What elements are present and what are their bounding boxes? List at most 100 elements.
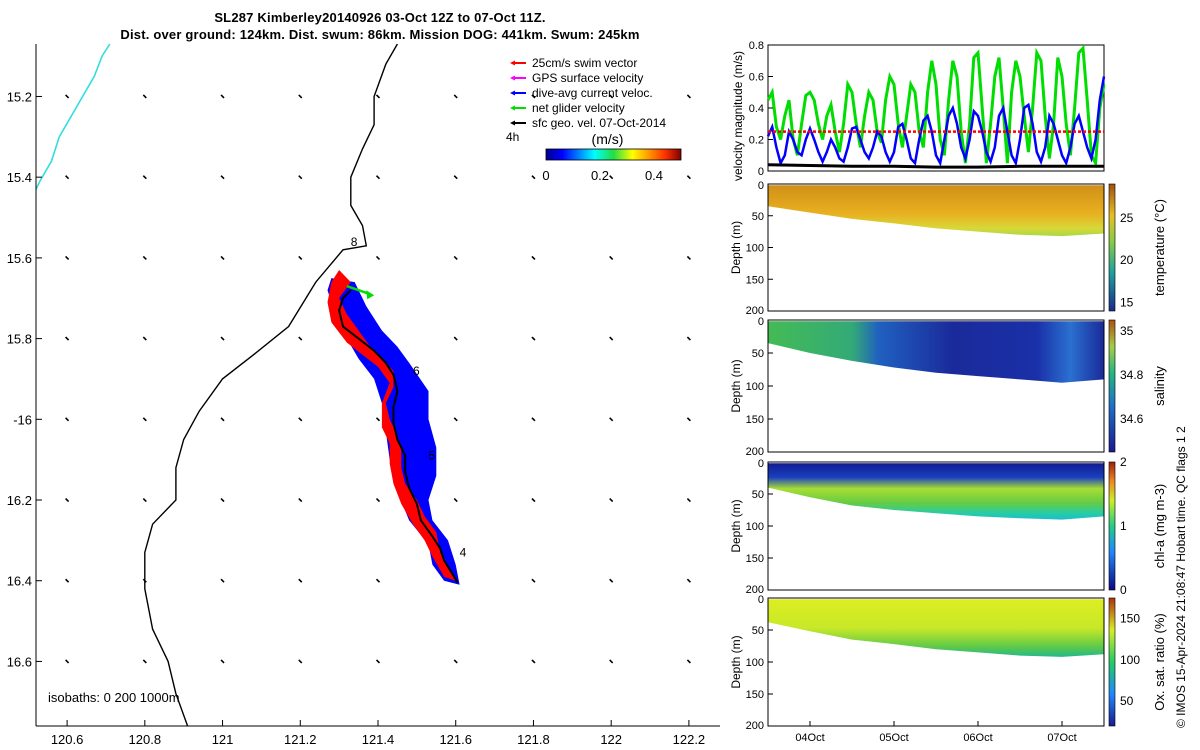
oxygen-y-tick-label: 0 bbox=[758, 594, 764, 606]
geo-vector-arrow bbox=[220, 255, 225, 260]
geo-vector-arrow bbox=[298, 497, 303, 503]
map-y-tick-label: 15.4 bbox=[7, 170, 32, 185]
geo-vector-arrow bbox=[609, 336, 614, 341]
chla-y-label: Depth (m) bbox=[729, 499, 743, 552]
temperature-panel: 0 50 100 150 200 Depth (m) 15 20 25 temperature (… bbox=[729, 180, 1167, 317]
geo-vector-arrow bbox=[220, 497, 225, 503]
salinity-y-tick-label: 100 bbox=[746, 381, 764, 393]
chla-colorbar-label: chl-a (mg m-3) bbox=[1152, 484, 1167, 569]
map-y-tick-label: 15.8 bbox=[7, 332, 32, 347]
vector-scale-label: 4h bbox=[506, 130, 519, 144]
oxygen-y-tick-label: 150 bbox=[746, 689, 764, 701]
temperature-y-tick-label: 150 bbox=[746, 274, 764, 286]
velocity-y-tick-label: 0.8 bbox=[749, 40, 764, 52]
track-day-label: 6 bbox=[413, 364, 420, 378]
velocity-y-tick-label: 0.2 bbox=[749, 135, 764, 147]
colorbar-label: (m/s) bbox=[592, 131, 624, 147]
oxygen-x-tick-label: 05Oct bbox=[879, 732, 908, 744]
map-x-tick-label: 122 bbox=[600, 732, 622, 747]
salinity-y-tick-label: 0 bbox=[758, 316, 764, 328]
geo-vector-arrow bbox=[453, 659, 458, 664]
credit-text: © IMOS 15-Apr-2024 21:08:47 Hobart time.… bbox=[1174, 426, 1188, 728]
chla-data-field bbox=[768, 463, 1104, 520]
geo-vector-arrow bbox=[686, 175, 691, 180]
oxygen-colorbar-tick-label: 100 bbox=[1120, 653, 1140, 667]
temperature-colorbar-label: temperature (°C) bbox=[1152, 199, 1167, 296]
chla-colorbar-tick-label: 0 bbox=[1120, 583, 1127, 597]
oxygen-x-tick-label: 07Oct bbox=[1047, 732, 1076, 744]
map-x-tick-label: 120.8 bbox=[129, 732, 162, 747]
coastline bbox=[144, 43, 399, 727]
oxygen-colorbar-tick-label: 150 bbox=[1120, 612, 1140, 626]
geo-vector-arrow bbox=[375, 255, 381, 260]
oxygen-panel: 0 50 100 150 200 Depth (m) 50 100 150 Ox. sat. ra… bbox=[729, 594, 1167, 744]
geo-vector-arrow bbox=[531, 417, 536, 422]
geo-vector-arrow bbox=[686, 336, 691, 341]
geo-vector-arrow bbox=[142, 255, 147, 260]
map-x-tick-label: 121.6 bbox=[439, 732, 472, 747]
legend-arrowhead bbox=[510, 90, 515, 96]
legend-entry: dive-avg current veloc. bbox=[532, 86, 653, 100]
geo-vector-arrow bbox=[298, 659, 303, 664]
geo-vector-arrow bbox=[65, 417, 70, 422]
geo-vector-arrow bbox=[142, 94, 147, 99]
geo-vector-arrow bbox=[453, 336, 458, 341]
temperature-colorbar-tick-label: 25 bbox=[1120, 211, 1134, 225]
temperature-colorbar bbox=[1108, 183, 1116, 312]
geo-vector-arrow bbox=[220, 336, 225, 341]
geo-vector-arrow bbox=[531, 255, 536, 260]
chla-colorbar-tick-label: 2 bbox=[1120, 455, 1127, 469]
geo-vector-arrow bbox=[453, 255, 458, 260]
geo-vector-arrow bbox=[220, 94, 225, 99]
legend-arrowhead bbox=[510, 60, 515, 66]
oxygen-colorbar bbox=[1108, 597, 1116, 727]
geo-vector-arrow bbox=[220, 578, 225, 583]
isobath-line bbox=[35, 43, 111, 190]
geo-vector-arrow bbox=[375, 578, 381, 583]
salinity-colorbar-tick-label: 35 bbox=[1120, 324, 1134, 338]
chla-y-tick-label: 0 bbox=[758, 458, 764, 470]
map-x-tick-label: 120.6 bbox=[51, 732, 84, 747]
swim-vector-swath bbox=[327, 270, 456, 581]
map-x-tick-label: 121.4 bbox=[362, 732, 395, 747]
geo-vector-arrow bbox=[298, 336, 303, 341]
oxygen-y-tick-label: 100 bbox=[746, 657, 764, 669]
oxygen-data-field bbox=[768, 599, 1104, 657]
geo-vector-arrow bbox=[65, 578, 70, 583]
map-panel: 8 6 5 4 120.6 120.8 121 121.2 121.4 121.6 121.8 122… bbox=[7, 43, 720, 747]
chla-colorbar-tick-label: 1 bbox=[1120, 519, 1127, 533]
velocity-y-tick-label: 0.4 bbox=[749, 103, 764, 115]
legend-arrowhead bbox=[510, 120, 515, 126]
geo-vector-arrow bbox=[142, 175, 147, 180]
chart-title-line-1: SL287 Kimberley20140926 03-Oct 12Z to 07… bbox=[214, 10, 546, 25]
temperature-y-tick-label: 200 bbox=[746, 305, 764, 317]
oxygen-y-tick-label: 50 bbox=[752, 625, 764, 637]
glider-track bbox=[338, 289, 459, 584]
legend-entry: net glider velocity bbox=[532, 101, 625, 115]
geo-vector-arrow bbox=[220, 659, 225, 664]
map-y-tick-label: 16.4 bbox=[7, 574, 32, 589]
salinity-colorbar-label: salinity bbox=[1152, 366, 1167, 406]
temperature-colorbar-tick-label: 20 bbox=[1120, 253, 1134, 267]
geo-vector-arrow bbox=[609, 417, 614, 422]
geo-vector-arrow bbox=[220, 175, 225, 180]
geo-vector-arrow bbox=[298, 578, 303, 583]
geo-vector-arrow bbox=[142, 336, 147, 341]
geo-vector-arrow bbox=[375, 659, 381, 664]
geo-vector-arrow bbox=[686, 578, 691, 583]
map-y-tick-label: 16.6 bbox=[7, 654, 32, 669]
geo-vector-arrow bbox=[65, 659, 70, 664]
net-velocity-arrow bbox=[346, 284, 371, 296]
geo-vector-arrow bbox=[453, 94, 458, 99]
geo-vector-arrow bbox=[531, 659, 536, 664]
geo-vector-arrow bbox=[298, 417, 303, 422]
geo-vector-arrow bbox=[531, 94, 536, 99]
salinity-y-tick-label: 150 bbox=[746, 414, 764, 426]
colorbar-tick-label: 0 bbox=[542, 168, 549, 183]
oxygen-x-tick-label: 06Oct bbox=[963, 732, 992, 744]
velocity-y-tick-label: 0.6 bbox=[749, 72, 764, 84]
colorbar-tick-label: 0.2 bbox=[591, 168, 609, 183]
geo-vector-arrow bbox=[609, 578, 614, 583]
geo-vector-arrow bbox=[375, 175, 381, 180]
